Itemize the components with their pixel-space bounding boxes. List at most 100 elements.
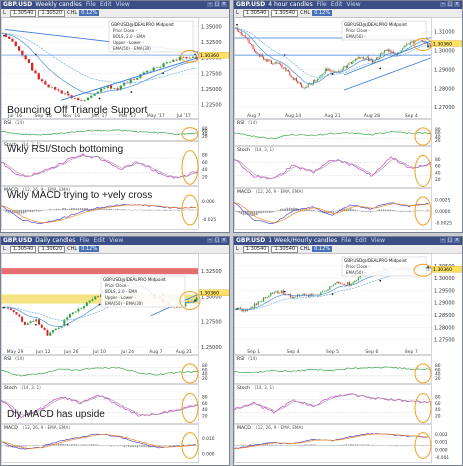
stoch-line	[1, 153, 199, 179]
price-point	[331, 73, 334, 75]
rsi-line	[1, 366, 199, 377]
macd-tick-label: 0.000	[202, 451, 215, 457]
close-icon[interactable]: ×	[454, 1, 460, 7]
maximize-icon[interactable]: □	[447, 1, 453, 7]
menu-view[interactable]: View	[346, 1, 361, 8]
minimize-icon[interactable]: –	[440, 1, 446, 7]
macd-histogram-bar	[9, 445, 12, 448]
window-title-bar[interactable]: GBP.USD Daily candles File Edit View – □ ×	[1, 237, 229, 245]
macd-histogram-bar	[299, 209, 302, 211]
macd-histogram-bar	[127, 445, 130, 448]
candle-body	[327, 289, 329, 291]
macd-histogram-bar	[123, 209, 126, 210]
candle-body	[96, 91, 100, 94]
candle-body	[54, 87, 57, 90]
macd-histogram-bar	[365, 211, 367, 212]
macd-histogram-bar	[81, 208, 84, 210]
macd-histogram-bar	[240, 211, 243, 214]
candle-body	[253, 48, 255, 51]
maximize-icon[interactable]: □	[214, 1, 220, 7]
candle-body	[245, 309, 247, 311]
stoch-tick-label: 40	[202, 167, 208, 173]
macd-histogram-bar	[73, 208, 75, 210]
macd-histogram-bar	[71, 207, 73, 210]
menu-file[interactable]: File	[85, 1, 96, 8]
chart-window-weekly[interactable]: GBP.USD Weekly candles File Edit View – □ × L 1.3…	[0, 0, 230, 233]
macd-histogram-bar	[336, 210, 339, 211]
menu-view[interactable]: View	[370, 237, 386, 244]
close-icon[interactable]: ×	[221, 237, 227, 243]
macd-histogram-bar	[7, 445, 10, 448]
legend-line: EMA(50) - EMA(30)	[105, 301, 143, 306]
menu-edit[interactable]: Edit	[330, 1, 343, 8]
macd-histogram-bar	[341, 444, 343, 446]
macd-histogram-bar	[260, 211, 262, 214]
candle-body	[34, 70, 37, 74]
stoch-pane-border	[234, 146, 432, 188]
chart-window-daily[interactable]: GBP.USD Daily candles File Edit View – □ × L 1.30…	[0, 236, 230, 466]
chart-window-hourly[interactable]: GBP.USD 1 Week/Hourly candles File Edit View…	[233, 236, 463, 466]
menu-view[interactable]: View	[115, 1, 130, 8]
candle-body	[381, 53, 383, 55]
close-icon[interactable]: ×	[454, 237, 460, 243]
window-title-bar[interactable]: GBP.USD 1 Week/Hourly candles File Edit View…	[234, 237, 462, 245]
macd-histogram-bar	[16, 210, 18, 214]
candle-body	[21, 50, 24, 56]
candle-body	[184, 302, 187, 307]
stoch-pane-border	[1, 384, 199, 424]
menu-file[interactable]: File	[316, 1, 327, 8]
chart-canvas[interactable]: 1.35000 1.32500 1.30000 1.27500 1.25000 1.225…	[1, 1, 230, 233]
candle-body	[412, 41, 414, 44]
menu-edit[interactable]: Edit	[355, 237, 367, 244]
candle-body	[14, 41, 17, 47]
price-tick-label: 1.30000	[434, 48, 455, 54]
macd-histogram-bar	[273, 211, 275, 212]
candle-body	[68, 314, 71, 318]
minimize-icon[interactable]: –	[207, 1, 213, 7]
macd-histogram-bar	[339, 444, 341, 446]
candle-body	[126, 82, 129, 84]
menu-edit[interactable]: Edit	[99, 1, 112, 8]
candle-body	[327, 68, 329, 71]
macd-histogram-bar	[95, 444, 97, 446]
candle-body	[276, 62, 278, 64]
chart-canvas[interactable]: 1.305001.300001.295001.290001.285001.280…	[234, 237, 463, 466]
highlight-circle	[414, 363, 432, 384]
candle-body	[406, 43, 408, 46]
menu-view[interactable]: View	[109, 237, 124, 244]
candle-body	[386, 49, 388, 51]
candle-body	[272, 63, 274, 65]
chart-canvas[interactable]: 1.310001.300001.290001.280001.27000GBP.U…	[234, 1, 463, 233]
chart-canvas[interactable]: 1.32500 1.30000 1.27500 1.25000 GBP.USD@IDEA…	[1, 237, 230, 466]
price-point	[427, 45, 429, 48]
close-icon[interactable]: ×	[221, 1, 227, 7]
maximize-icon[interactable]: □	[447, 237, 453, 243]
window-title-bar[interactable]: GBP.USD Weekly candles File Edit View – □ ×	[1, 1, 229, 9]
menu-file[interactable]: File	[79, 237, 90, 244]
stoch-pane-border	[1, 141, 199, 186]
candle-body	[286, 70, 288, 72]
menu-file[interactable]: File	[341, 237, 352, 244]
macd-tick-label: 0.000	[202, 199, 215, 205]
menu-edit[interactable]: Edit	[93, 237, 106, 244]
candle-body	[264, 59, 266, 60]
minimize-icon[interactable]: –	[440, 237, 446, 243]
minimize-icon[interactable]: –	[207, 237, 213, 243]
candle-body	[44, 81, 47, 85]
candle-body	[4, 33, 8, 37]
rsi-tick-label: 20	[202, 134, 208, 140]
candle-body	[355, 59, 356, 61]
maximize-icon[interactable]: □	[214, 237, 220, 243]
macd-histogram-bar	[269, 444, 271, 446]
macd-histogram-bar	[376, 210, 378, 211]
candle-body	[330, 286, 333, 287]
macd-params: (12, 26, 9 - EMA, EMA)	[256, 425, 303, 430]
chart-window-four-hour[interactable]: GBP.USD 4 hour candles File Edit View – □ × L 1.3…	[233, 0, 463, 233]
window-title-bar[interactable]: GBP.USD 4 hour candles File Edit View – □ ×	[234, 1, 462, 9]
candle-body	[334, 71, 335, 73]
macd-histogram-bar	[158, 445, 161, 447]
